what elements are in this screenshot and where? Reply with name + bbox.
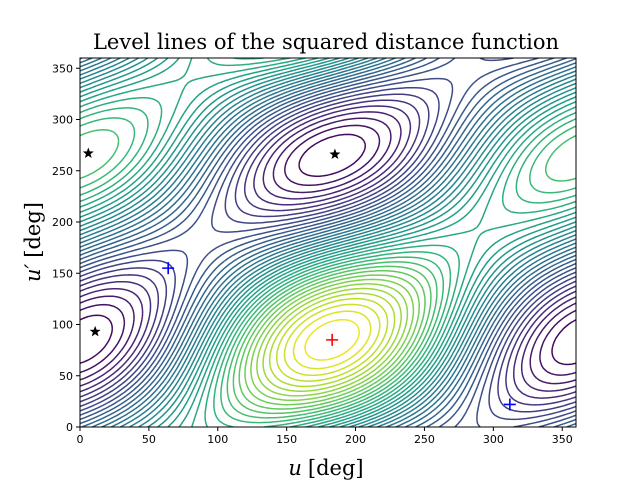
contour-line	[80, 86, 576, 421]
contour-line	[80, 58, 576, 427]
y-tick-label: 0	[66, 421, 73, 434]
y-axis-label: u′ [deg]	[21, 202, 45, 282]
x-axis-unit: [deg]	[308, 456, 364, 480]
contour-line	[80, 129, 576, 419]
contour-line	[268, 292, 396, 388]
contour-line	[304, 318, 360, 361]
contour-line	[250, 278, 415, 402]
x-axis-ticks: 0 50 100 150 200 250 300 350	[77, 427, 573, 446]
y-axis-unit: [deg]	[21, 202, 45, 258]
contour-line	[232, 265, 432, 415]
blue-plus-marker	[503, 398, 516, 411]
contour-line	[238, 269, 426, 410]
contour-line	[80, 58, 576, 427]
blue-plus-marker	[162, 262, 175, 275]
x-tick-label: 250	[414, 433, 435, 446]
contour-line	[80, 124, 576, 376]
x-tick-label: 200	[345, 433, 366, 446]
contour-line	[80, 58, 576, 427]
contour-line	[244, 274, 420, 406]
x-tick-label: 150	[276, 433, 297, 446]
red-plus-marker	[326, 333, 339, 346]
x-tick-label: 50	[142, 433, 156, 446]
y-tick-label: 300	[52, 114, 73, 127]
markers	[82, 147, 516, 411]
contour-line	[292, 310, 372, 370]
star-marker	[89, 325, 101, 337]
y-axis-ticks: 0 50 100 150 200 250 300 350	[52, 62, 80, 434]
contour-line	[80, 58, 576, 427]
contour-line	[80, 99, 576, 406]
x-tick-label: 350	[552, 433, 573, 446]
y-tick-label: 200	[52, 216, 73, 229]
contour-line	[80, 111, 576, 392]
y-tick-label: 50	[59, 370, 73, 383]
contour-line	[283, 303, 381, 377]
contour-line	[80, 58, 576, 427]
y-tick-label: 100	[52, 319, 73, 332]
contour-line	[80, 105, 576, 399]
y-tick-label: 150	[52, 267, 73, 280]
y-tick-label: 350	[52, 62, 73, 75]
plot-frame	[79, 57, 577, 428]
contour-line	[80, 117, 576, 424]
chart-title: Level lines of the squared distance func…	[93, 30, 559, 54]
contour-line	[275, 297, 389, 382]
star-marker	[329, 148, 341, 159]
contour-line	[80, 58, 576, 427]
contour-line	[80, 58, 576, 427]
x-axis-variable: u	[288, 456, 302, 480]
y-axis-variable: u′	[21, 263, 45, 282]
y-tick-label: 250	[52, 165, 73, 178]
contour-lines	[80, 58, 576, 427]
contour-line	[80, 58, 576, 427]
star-marker	[82, 147, 94, 158]
contour-line	[80, 133, 576, 366]
contour-line	[80, 58, 576, 427]
contour-line	[262, 287, 402, 392]
contour-line	[80, 117, 576, 385]
x-axis-label: u [deg]	[288, 456, 363, 480]
x-tick-label: 300	[483, 433, 504, 446]
x-tick-label: 0	[77, 433, 84, 446]
contour-line	[80, 93, 576, 413]
contour-line	[256, 283, 409, 397]
x-tick-label: 100	[207, 433, 228, 446]
